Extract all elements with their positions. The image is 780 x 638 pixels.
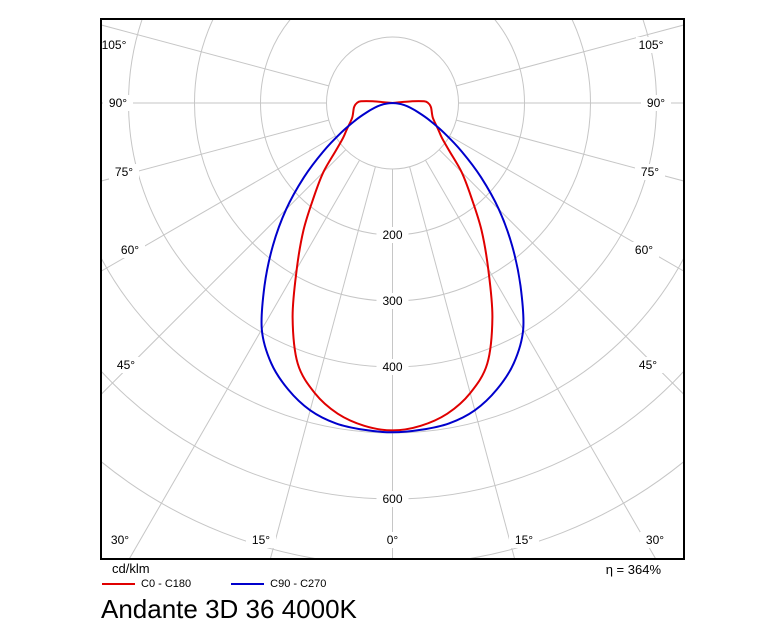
efficiency-label: η = 364%	[605, 562, 661, 577]
angle-tick-labels: 0° 15° 15° 30° 30° 45° 45° 60° 60° 75° 75° 90° 90° 10…	[99, 37, 671, 548]
grid-ray-left-75	[102, 119, 329, 182]
angle-label-60-right: 60°	[635, 243, 653, 257]
legend-item-c0-c180: C0 - C180	[102, 578, 191, 590]
ring-label-bg-200	[376, 227, 409, 243]
angle-label-15-right: 15°	[515, 533, 533, 547]
grid-circle-700	[102, 461, 683, 558]
grid-ray-left-105	[102, 24, 329, 87]
ring-label-bg-400	[376, 359, 409, 375]
angle-label-bg-0	[377, 532, 408, 548]
grid-ray-right-45	[438, 149, 683, 395]
angle-label-bg-15	[246, 532, 276, 548]
legend: C0 - C180 C90 - C270	[102, 578, 326, 590]
ring-label-600: 600	[382, 492, 402, 506]
angle-label-bg-75	[635, 164, 665, 180]
legend-label-c90-c270: C90 - C270	[270, 578, 327, 590]
grid-ray-right-15	[409, 166, 515, 558]
angle-label-bg-15	[509, 532, 539, 548]
angle-label-15-left: 15°	[252, 533, 270, 547]
ring-label-400: 400	[382, 360, 402, 374]
angle-label-75-left: 75°	[115, 165, 133, 179]
angle-label-bg-30	[640, 532, 670, 548]
angle-label-bg-90	[641, 95, 671, 111]
intensity-curves	[260, 100, 525, 434]
angle-label-bg-90	[103, 95, 133, 111]
grid-ray-left-15	[270, 166, 376, 558]
angle-label-0-left: 0°	[387, 533, 399, 547]
ring-label-bg-600	[376, 491, 409, 507]
ring-label-300: 300	[382, 294, 402, 308]
curve-C0-C180	[291, 100, 494, 432]
angle-label-30-left: 30°	[111, 533, 129, 547]
units-label: cd/klm	[112, 561, 150, 576]
angle-label-bg-45	[633, 357, 663, 373]
angle-label-bg-105	[99, 37, 129, 53]
angle-label-90-right: 90°	[647, 96, 665, 110]
angle-label-bg-60	[629, 242, 659, 258]
grid-ray-left-45	[102, 149, 347, 395]
angle-label-bg-60	[115, 242, 145, 258]
angle-label-45-left: 45°	[117, 358, 135, 372]
legend-line-red-icon	[102, 583, 135, 585]
grid-ray-right-105	[456, 24, 683, 87]
angle-label-45-right: 45°	[639, 358, 657, 372]
angle-label-90-left: 90°	[109, 96, 127, 110]
chart-border	[100, 18, 685, 560]
ring-value-labels: 200 300 400 600	[376, 227, 409, 507]
curve-C90-C270	[260, 102, 525, 434]
ring-label-bg-300	[376, 293, 409, 309]
grid-ray-left-30	[129, 159, 360, 558]
angle-label-bg-30	[105, 532, 135, 548]
angle-label-bg-75	[109, 164, 139, 180]
angle-label-75-right: 75°	[641, 165, 659, 179]
page-title: Andante 3D 36 4000K	[101, 594, 357, 624]
legend-label-c0-c180: C0 - C180	[141, 578, 192, 590]
legend-line-blue-icon	[231, 583, 265, 585]
angle-label-105-right: 105°	[639, 38, 664, 52]
angle-label-60-left: 60°	[121, 243, 139, 257]
grid-ray-right-60	[449, 135, 683, 272]
angle-label-30-right: 30°	[646, 533, 664, 547]
angle-label-105-left: 105°	[102, 38, 127, 52]
angle-label-bg-45	[111, 357, 141, 373]
grid-ray-right-75	[456, 119, 683, 182]
angle-label-bg-105	[636, 37, 666, 53]
grid-ray-left-60	[102, 135, 336, 272]
ring-label-200: 200	[382, 228, 402, 242]
legend-item-c90-c270: C90 - C270	[231, 578, 326, 590]
